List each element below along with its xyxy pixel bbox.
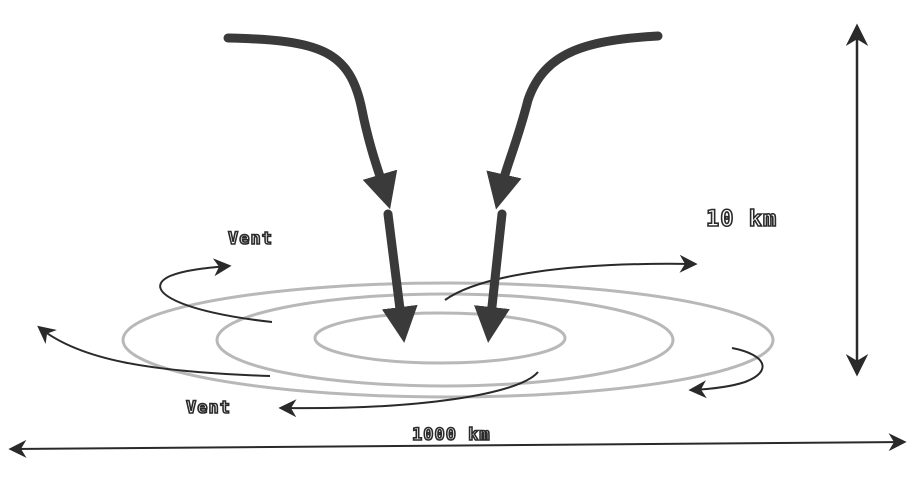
inflow-arrows <box>223 31 663 343</box>
height-label: 10 km <box>706 207 777 232</box>
width-dimension-line <box>8 433 907 458</box>
outflow-arrow-upper-left <box>159 258 273 323</box>
swirl-rings <box>121 281 775 399</box>
outflow-arrow-left <box>37 325 271 377</box>
inflow-arrow-left-lower <box>381 209 418 343</box>
outflow-arrow-upper-right <box>444 254 698 301</box>
width-label: 1000 km <box>412 425 491 445</box>
outflow-arrow-bottom <box>278 371 539 418</box>
vent-label-upper: Vent <box>228 229 273 249</box>
outflow-arrow-right <box>688 347 764 399</box>
outflow-arrows <box>37 254 764 418</box>
swirl-ring-middle <box>215 292 675 388</box>
inflow-arrow-left-upper <box>223 33 398 210</box>
inflow-arrow-right-upper <box>486 31 663 210</box>
inflow-arrow-right-lower <box>474 209 510 343</box>
swirl-ring-outer <box>121 281 775 399</box>
vent-label-lower: Vent <box>186 398 231 418</box>
swirl-ring-inner <box>313 311 567 365</box>
